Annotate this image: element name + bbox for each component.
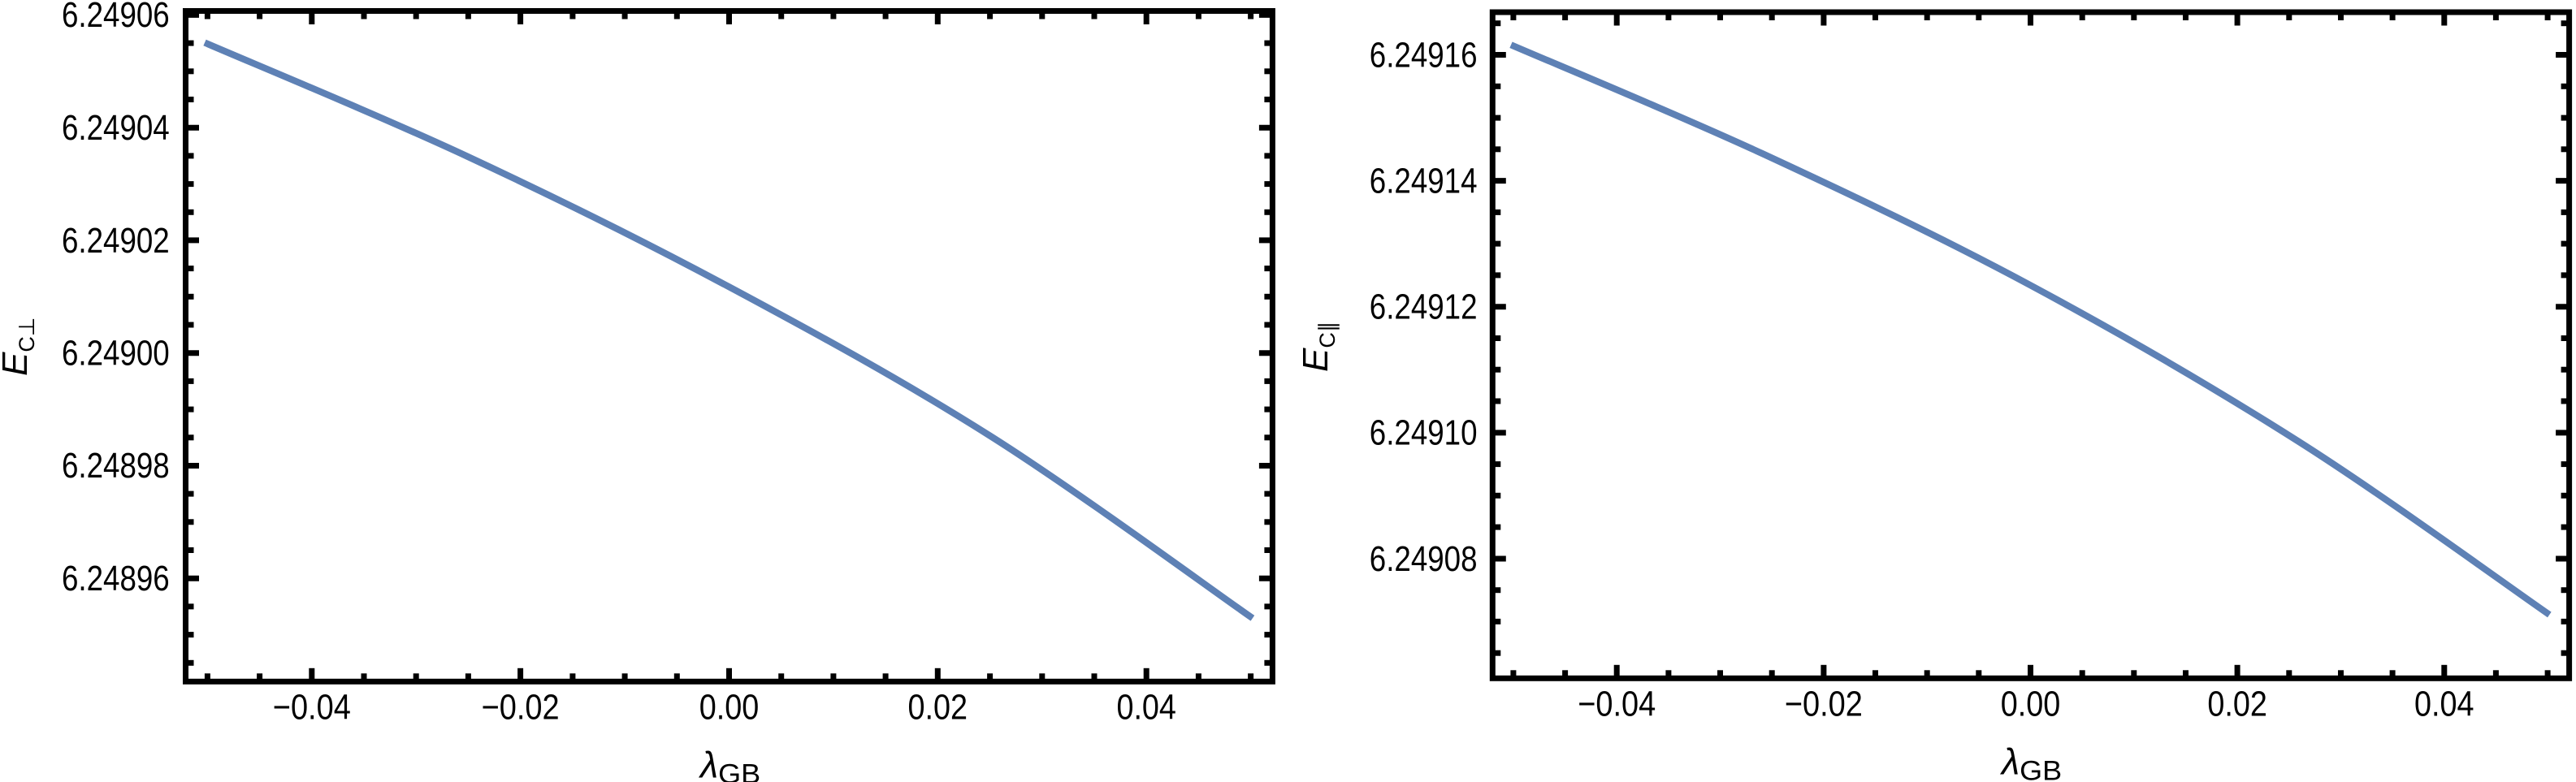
svg-text:0.02: 0.02 <box>2207 684 2267 724</box>
svg-text:6.24896: 6.24896 <box>62 559 170 598</box>
svg-text:6.24910: 6.24910 <box>1370 413 1478 453</box>
svg-text:6.24908: 6.24908 <box>1370 539 1478 579</box>
svg-text:6.24902: 6.24902 <box>62 221 170 261</box>
svg-text:−0.04: −0.04 <box>273 687 351 727</box>
svg-text:6.24898: 6.24898 <box>62 446 170 486</box>
svg-text:6.24900: 6.24900 <box>62 334 170 374</box>
svg-text:−0.02: −0.02 <box>482 687 560 727</box>
svg-text:0.04: 0.04 <box>2414 684 2474 724</box>
svg-text:−0.02: −0.02 <box>1785 684 1863 724</box>
svg-text:6.24916: 6.24916 <box>1370 35 1478 75</box>
svg-text:−0.04: −0.04 <box>1578 684 1656 724</box>
svg-text:0.00: 0.00 <box>699 687 760 727</box>
svg-text:6.24906: 6.24906 <box>62 0 170 35</box>
svg-text:6.24912: 6.24912 <box>1370 287 1478 327</box>
svg-text:0.04: 0.04 <box>1116 687 1176 727</box>
svg-text:6.24904: 6.24904 <box>62 108 170 148</box>
svg-text:0.02: 0.02 <box>908 687 968 727</box>
svg-text:6.24914: 6.24914 <box>1370 161 1478 201</box>
svg-text:0.00: 0.00 <box>2001 684 2061 724</box>
